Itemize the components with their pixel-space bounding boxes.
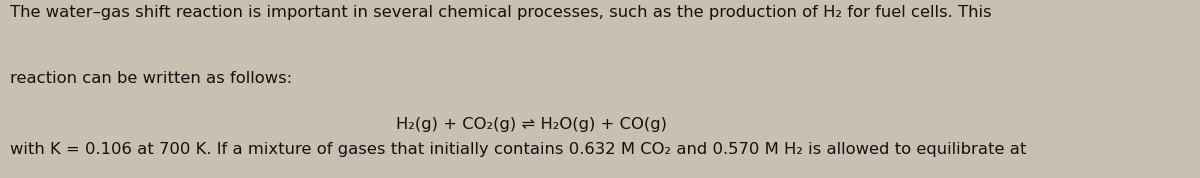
- Text: The water–gas shift reaction is important in several chemical processes, such as: The water–gas shift reaction is importan…: [10, 5, 991, 20]
- Text: H₂(g) + CO₂(g) ⇌ H₂O(g) + CO(g): H₂(g) + CO₂(g) ⇌ H₂O(g) + CO(g): [396, 117, 667, 132]
- Text: reaction can be written as follows:: reaction can be written as follows:: [10, 71, 292, 86]
- Text: with K = 0.106 at 700 K. If a mixture of gases that initially contains 0.632 M C: with K = 0.106 at 700 K. If a mixture of…: [10, 142, 1026, 157]
